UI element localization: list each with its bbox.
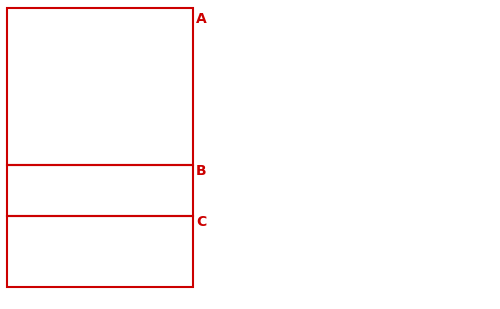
Bar [7,8,192,165]
Bar [7,216,192,287]
Text: A: A [196,12,207,26]
Text: B: B [196,164,206,178]
Bar [7,165,192,216]
Text: C: C [196,215,206,229]
